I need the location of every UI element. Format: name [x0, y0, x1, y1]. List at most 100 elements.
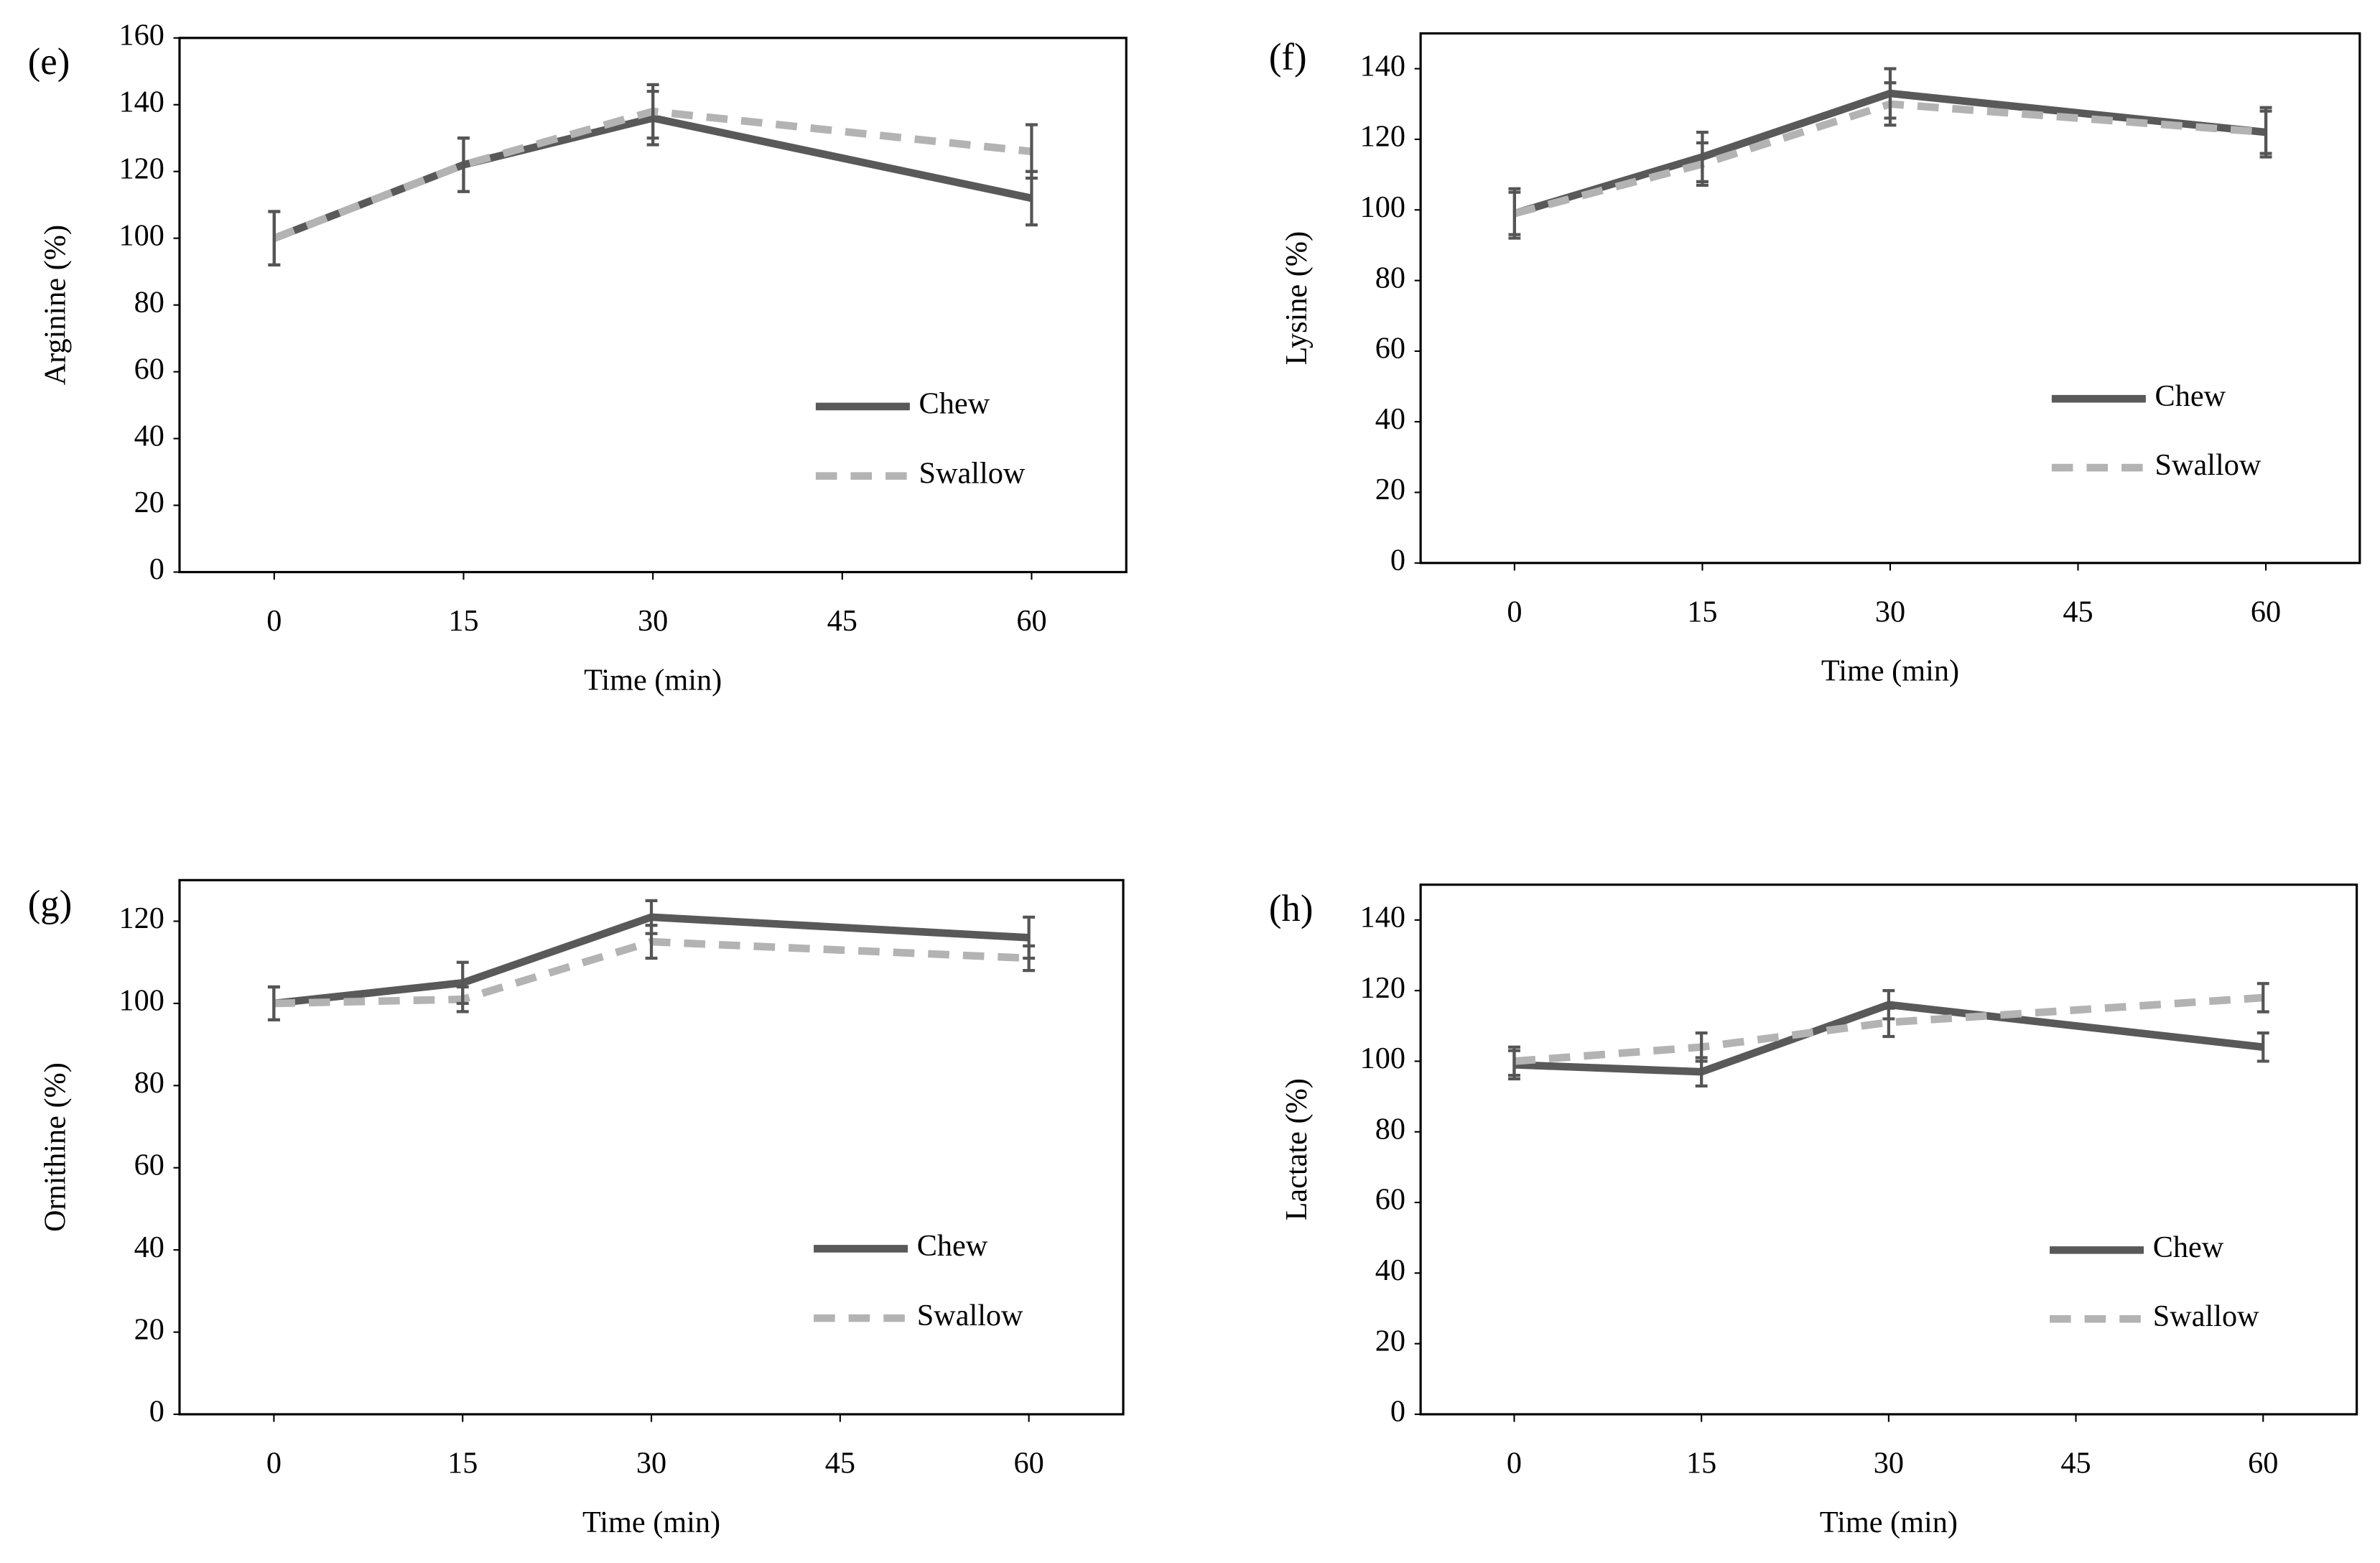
error-bar	[1695, 1031, 1708, 1063]
error-bar	[2259, 109, 2272, 155]
y-tick-label: 40	[134, 1230, 164, 1264]
y-tick-label: 100	[1360, 1042, 1405, 1075]
panel-label: (f)	[1269, 37, 1307, 78]
legend-label: Swallow	[2153, 1299, 2259, 1333]
y-tick-label: 120	[1360, 971, 1405, 1005]
legend-label: Chew	[2153, 1230, 2224, 1264]
y-tick-label: 20	[134, 486, 164, 519]
plot-frame	[178, 878, 1125, 1416]
y-tick-label: 60	[1375, 332, 1405, 366]
error-bar	[456, 985, 469, 1014]
chart-panel: 0 20 40 60 80 100 120 140 0 15 30 45 60 Time (min) Lys…	[1269, 32, 2361, 688]
x-tick-label: 15	[1687, 595, 1717, 629]
x-tick-label: 15	[448, 604, 478, 638]
y-tick-label: 100	[118, 218, 164, 252]
x-tick-label: 45	[825, 1446, 855, 1480]
x-axis-label: Time (min)	[1821, 654, 1959, 688]
legend-label: Swallow	[2155, 448, 2262, 482]
y-axis-label: Ornithine (%)	[39, 1062, 73, 1232]
error-bar	[1508, 190, 1521, 236]
y-tick-label: 60	[134, 352, 164, 386]
error-bar	[1508, 1045, 1520, 1077]
x-tick-label: 30	[638, 604, 668, 638]
y-tick-label: 60	[1375, 1183, 1405, 1217]
x-tick-label: 0	[266, 1446, 282, 1480]
series-line	[1514, 993, 2264, 1065]
error-bar	[645, 924, 658, 960]
y-tick-label: 40	[1375, 402, 1405, 436]
x-tick-label: 60	[2248, 1446, 2278, 1480]
y-tick-label: 100	[118, 984, 164, 1018]
legend-label: Chew	[919, 387, 990, 421]
panel-label: (e)	[28, 41, 70, 83]
panel-label: (g)	[28, 883, 73, 924]
x-tick-label: 0	[1507, 595, 1522, 629]
y-tick-label: 0	[1390, 1395, 1405, 1429]
series-line	[272, 113, 1033, 242]
x-tick-label: 45	[827, 604, 857, 638]
series-line	[1513, 89, 2267, 218]
x-tick-label: 60	[2251, 595, 2281, 629]
y-tick-label: 80	[134, 285, 164, 319]
y-axis-label: Lysine (%)	[1280, 231, 1314, 366]
y-axis-label: Lactate (%)	[1280, 1078, 1314, 1220]
panel-label: (h)	[1269, 888, 1314, 929]
x-tick-label: 30	[1875, 595, 1905, 629]
y-tick-label: 140	[1360, 901, 1405, 934]
y-tick-label: 160	[118, 19, 164, 52]
y-tick-label: 80	[1375, 1112, 1405, 1146]
y-tick-label: 40	[134, 419, 164, 453]
error-bar	[1696, 141, 1709, 187]
x-tick-label: 0	[266, 604, 282, 638]
y-tick-label: 120	[118, 901, 164, 935]
x-tick-label: 30	[1874, 1446, 1904, 1480]
error-bar	[2256, 982, 2269, 1014]
y-tick-label: 0	[149, 552, 164, 586]
x-axis-label: Time (min)	[584, 663, 722, 697]
series-line	[274, 937, 1029, 1008]
error-bar	[268, 210, 281, 266]
x-tick-label: 0	[1507, 1446, 1522, 1480]
plot-frame	[1419, 883, 2358, 1416]
x-tick-label: 30	[636, 1446, 666, 1480]
chart-panel: 0 20 40 60 80 100 120 140 0 15 30 45 60 Time (min) Lac…	[1269, 883, 2358, 1539]
x-tick-label: 15	[447, 1446, 478, 1480]
x-tick-label: 45	[2060, 1446, 2091, 1480]
y-tick-label: 120	[118, 152, 164, 185]
legend-label: Chew	[2155, 379, 2226, 413]
series-line	[273, 913, 1029, 1008]
x-tick-label: 45	[2063, 595, 2093, 629]
y-tick-label: 0	[1390, 543, 1405, 577]
legend-label: Swallow	[917, 1299, 1023, 1332]
x-tick-label: 60	[1016, 604, 1046, 638]
y-tick-label: 140	[118, 85, 164, 119]
error-bar	[1025, 123, 1038, 180]
y-tick-label: 100	[1360, 190, 1405, 224]
legend-label: Chew	[917, 1229, 988, 1263]
error-bar	[1882, 1006, 1895, 1039]
y-tick-label: 120	[1360, 120, 1405, 154]
chart-panel: 0 20 40 60 80 100 120 0 15 30 45 60 Time (min) Ornith…	[28, 878, 1125, 1539]
error-bar	[1884, 81, 1897, 127]
y-tick-label: 140	[1360, 49, 1405, 83]
series-line	[1513, 100, 2267, 218]
y-axis-label: Arginine (%)	[39, 225, 73, 385]
x-axis-label: Time (min)	[582, 1506, 720, 1539]
x-tick-label: 60	[1014, 1446, 1044, 1480]
y-tick-label: 80	[134, 1066, 164, 1100]
error-bar	[267, 985, 280, 1021]
error-bar	[1023, 944, 1036, 973]
y-tick-label: 20	[1375, 473, 1405, 506]
y-tick-label: 60	[134, 1148, 164, 1182]
x-axis-label: Time (min)	[1820, 1506, 1958, 1539]
y-tick-label: 20	[1375, 1324, 1405, 1358]
y-tick-label: 80	[1375, 261, 1405, 294]
legend-label: Swallow	[919, 456, 1026, 490]
y-tick-label: 20	[134, 1312, 164, 1346]
y-tick-label: 0	[149, 1395, 164, 1429]
y-tick-label: 40	[1375, 1253, 1405, 1287]
x-tick-label: 15	[1686, 1446, 1716, 1480]
error-bar	[646, 83, 659, 140]
